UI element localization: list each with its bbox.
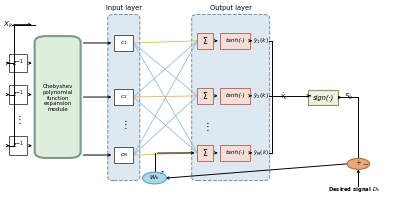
Circle shape [347, 158, 370, 169]
Text: $z^{-1}$: $z^{-1}$ [12, 89, 24, 100]
Text: $W_k$: $W_k$ [149, 173, 160, 182]
Text: $c_2$: $c_2$ [120, 93, 128, 101]
Bar [221, 145, 251, 161]
Bar [308, 89, 338, 105]
Text: $X_k$: $X_k$ [3, 20, 13, 30]
Text: $\nearrow$: $\nearrow$ [159, 170, 166, 176]
Text: $\hat{y}_2(k)$: $\hat{y}_2(k)$ [253, 91, 269, 101]
Bar [9, 136, 27, 155]
Text: +: + [355, 160, 361, 166]
Bar [197, 33, 213, 49]
Text: sign(·): sign(·) [313, 94, 334, 101]
Text: $\hat{y}_1(k)$: $\hat{y}_1(k)$ [253, 36, 269, 46]
Bar [197, 88, 213, 104]
Text: $S_k$: $S_k$ [344, 91, 353, 102]
Text: Desired signal $D_k$: Desired signal $D_k$ [328, 185, 381, 194]
Text: $z^{-1}$: $z^{-1}$ [12, 140, 24, 151]
Bar [114, 35, 134, 51]
Text: $\hat{y}_M(k)$: $\hat{y}_M(k)$ [253, 148, 269, 158]
FancyBboxPatch shape [34, 36, 81, 158]
Text: Input layer: Input layer [106, 5, 142, 10]
Text: $\bar{Y}_k$: $\bar{Y}_k$ [279, 92, 288, 102]
Text: tanh(·): tanh(·) [226, 93, 245, 98]
Text: Output layer: Output layer [210, 5, 251, 10]
Text: $z^{-1}$: $z^{-1}$ [12, 57, 24, 69]
Text: tanh(·): tanh(·) [226, 38, 245, 43]
Bar [114, 147, 134, 163]
Bar [9, 54, 27, 72]
Text: Chebyshev
polynomial
function
expansion
module: Chebyshev polynomial function expansion … [43, 84, 73, 112]
Bar [114, 89, 134, 105]
FancyBboxPatch shape [192, 14, 269, 181]
Bar [221, 88, 251, 104]
Circle shape [143, 172, 166, 184]
Text: $\vdots$: $\vdots$ [120, 118, 128, 131]
Bar [9, 85, 27, 104]
Text: $c_1$: $c_1$ [120, 39, 128, 47]
Text: −: − [363, 162, 369, 168]
FancyBboxPatch shape [108, 14, 140, 181]
Text: $c_N$: $c_N$ [119, 151, 128, 159]
Bar [221, 33, 251, 49]
Text: tanh(·): tanh(·) [226, 150, 245, 155]
Text: $\vdots$: $\vdots$ [202, 120, 209, 133]
Text: $\Sigma$: $\Sigma$ [202, 90, 209, 101]
Bar [197, 145, 213, 161]
Text: $\Sigma$: $\Sigma$ [202, 35, 209, 46]
Text: $\vdots$: $\vdots$ [14, 113, 21, 126]
Text: $\Sigma$: $\Sigma$ [202, 147, 209, 158]
